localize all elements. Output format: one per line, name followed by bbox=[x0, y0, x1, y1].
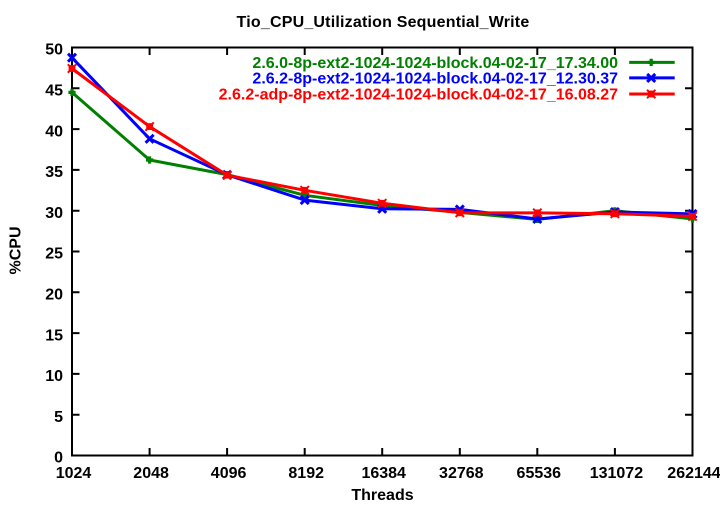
svg-text:45: 45 bbox=[45, 83, 63, 100]
svg-text:40: 40 bbox=[45, 123, 63, 140]
svg-text:25: 25 bbox=[45, 246, 63, 263]
svg-text:Threads: Threads bbox=[351, 487, 413, 504]
svg-text:2.6.2-8p-ext2-1024-1024-block.: 2.6.2-8p-ext2-1024-1024-block.04-02-17_1… bbox=[252, 70, 618, 87]
svg-text:20: 20 bbox=[45, 287, 63, 304]
svg-text:2.6.2-adp-8p-ext2-1024-1024-bl: 2.6.2-adp-8p-ext2-1024-1024-block.04-02-… bbox=[219, 86, 618, 103]
svg-text:131072: 131072 bbox=[590, 465, 643, 482]
svg-text:262144: 262144 bbox=[667, 465, 720, 482]
svg-text:2.6.0-8p-ext2-1024-1024-block.: 2.6.0-8p-ext2-1024-1024-block.04-02-17_1… bbox=[252, 55, 618, 72]
svg-text:5: 5 bbox=[54, 409, 63, 426]
svg-text:4096: 4096 bbox=[211, 465, 247, 482]
svg-text:Tio_CPU_Utilization Sequential: Tio_CPU_Utilization Sequential_Write bbox=[237, 14, 530, 31]
svg-text:10: 10 bbox=[45, 368, 63, 385]
svg-text:0: 0 bbox=[54, 450, 63, 467]
svg-text:%CPU: %CPU bbox=[8, 226, 25, 274]
svg-text:2048: 2048 bbox=[133, 465, 169, 482]
svg-text:32768: 32768 bbox=[439, 465, 484, 482]
svg-text:8192: 8192 bbox=[288, 465, 324, 482]
svg-text:1024: 1024 bbox=[56, 465, 92, 482]
svg-text:16384: 16384 bbox=[361, 465, 406, 482]
svg-text:35: 35 bbox=[45, 164, 63, 181]
svg-text:65536: 65536 bbox=[517, 465, 562, 482]
svg-text:30: 30 bbox=[45, 205, 63, 222]
svg-text:50: 50 bbox=[45, 42, 63, 59]
svg-text:15: 15 bbox=[45, 327, 63, 344]
